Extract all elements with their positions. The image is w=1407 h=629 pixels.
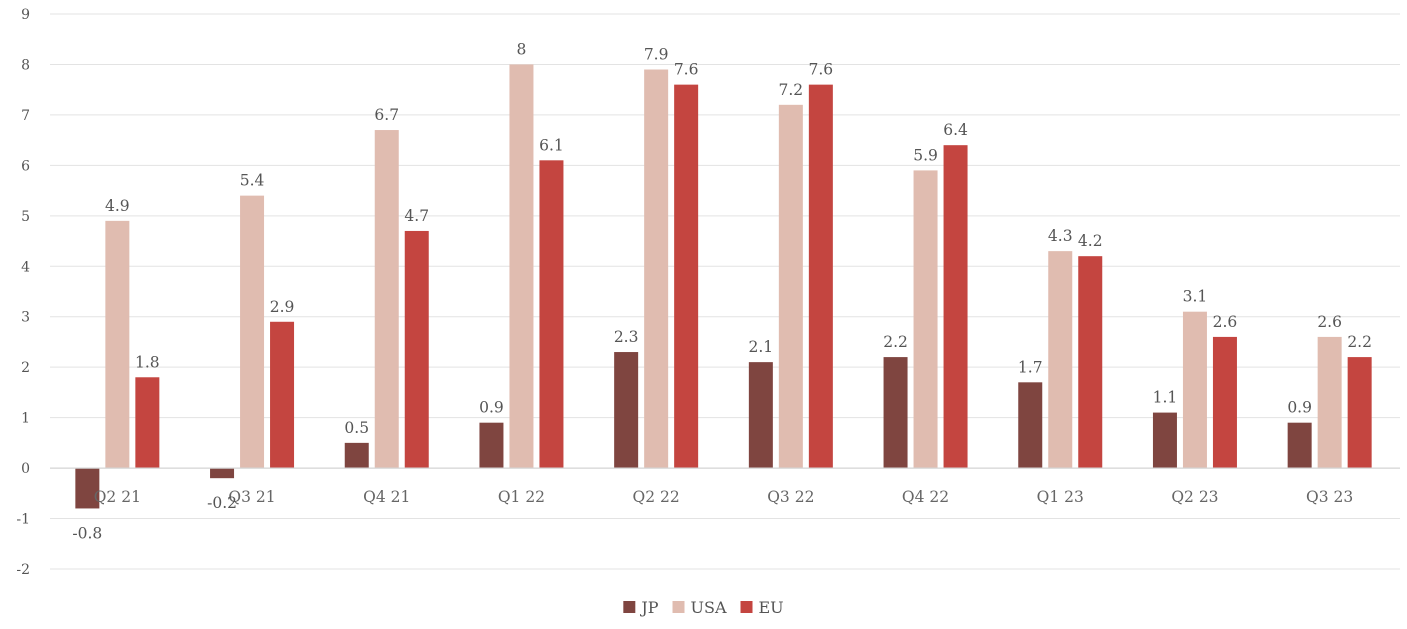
x-category-label: Q1 23 [1037,488,1084,506]
legend-swatch-jp [623,601,636,613]
data-label-usa: 7.9 [644,46,669,64]
bar-eu [943,145,968,469]
data-label-jp: 2.2 [883,333,908,351]
bar-usa [778,104,803,469]
x-category-label: Q3 22 [767,488,814,506]
x-category-label: Q4 22 [902,488,949,506]
bar-eu [404,230,429,469]
bar-eu [808,84,833,469]
bar-jp [344,442,369,469]
bar-usa [240,195,265,469]
bars [75,64,1372,509]
data-label-usa: 4.9 [105,197,130,215]
bar-jp [1287,422,1312,469]
bar-jp [1152,412,1177,469]
data-label-eu: 6.4 [943,121,968,139]
data-label-jp: 2.1 [749,338,774,356]
y-tick-label: 6 [21,158,30,174]
bar-usa [1317,336,1342,469]
x-category-label: Q3 21 [228,488,275,506]
bar-jp [614,352,639,469]
x-category-label: Q2 23 [1171,488,1218,506]
y-axis-ticks: -2 -1 0 1 2 3 4 5 6 7 8 9 [16,7,30,578]
legend-swatch-eu [740,601,753,613]
data-label-eu: 4.2 [1078,232,1103,250]
data-label-jp: -0.2 [207,494,237,512]
data-label-usa: 6.7 [374,106,399,124]
y-tick-label: 3 [21,310,30,326]
legend-label-eu: EU [759,598,784,617]
data-label-jp: 0.5 [344,419,369,437]
data-label-eu: 7.6 [809,61,834,79]
bar-jp [748,362,773,469]
x-axis-categories: Q2 21 Q3 21 Q4 21 Q1 22 Q2 22 Q3 22 Q4 22 Q1 23… [94,488,1354,506]
x-category-label: Q2 22 [633,488,680,506]
y-tick-label: 5 [21,209,30,225]
data-label-jp: 0.9 [1287,399,1312,417]
bar-eu [674,84,699,469]
y-tick-label: 2 [21,360,30,376]
y-tick-label: 9 [21,7,30,23]
bar-eu [1078,256,1103,469]
bar-jp [479,422,504,469]
bar-eu [1347,357,1372,469]
y-tick-label: -2 [16,562,30,578]
x-category-label: Q3 23 [1306,488,1353,506]
bar-eu [270,321,295,469]
data-label-usa: 2.6 [1317,313,1342,331]
data-label-jp: -0.8 [72,524,102,542]
y-tick-label: 1 [21,411,30,427]
y-tick-label: 0 [21,461,30,477]
data-label-usa: 5.9 [913,146,938,164]
legend: JP USA EU [623,598,784,617]
bar-usa [1048,251,1073,469]
data-label-usa: 8 [517,40,527,58]
data-label-jp: 0.9 [479,399,504,417]
x-category-label: Q4 21 [363,488,410,506]
data-label-jp: 1.7 [1018,358,1043,376]
data-label-eu: 6.1 [539,136,564,154]
bar-eu [539,160,564,469]
x-category-label: Q1 22 [498,488,545,506]
data-label-eu: 1.8 [135,353,160,371]
bar-usa [374,130,399,469]
legend-label-jp: JP [639,598,658,617]
data-label-eu: 2.2 [1347,333,1372,351]
bar-usa [509,64,534,469]
y-tick-label: -1 [16,512,30,528]
bar-jp [210,468,235,479]
bar-jp [75,468,100,509]
y-tick-label: 8 [21,57,30,73]
bar-eu [1212,336,1237,469]
bar-usa [1182,311,1207,469]
data-label-usa: 7.2 [779,81,804,99]
data-label-eu: 4.7 [404,207,429,225]
data-label-usa: 4.3 [1048,227,1073,245]
x-category-label: Q2 21 [94,488,141,506]
bar-jp [883,357,908,469]
data-label-usa: 5.4 [240,172,265,190]
bar-jp [1018,382,1043,469]
data-label-eu: 7.6 [674,61,699,79]
y-tick-label: 4 [21,259,30,275]
data-labels: -0.8 4.9 1.8 -0.2 5.4 2.9 0.5 6.7 4.7 0.9 8 6.1 2.3 7… [72,40,1372,542]
bar-usa [644,69,669,469]
data-label-eu: 2.6 [1213,313,1238,331]
legend-swatch-usa [672,601,685,613]
data-label-jp: 2.3 [614,328,639,346]
bar-usa [105,220,130,469]
legend-label-usa: USA [691,598,727,617]
data-label-usa: 3.1 [1183,288,1208,306]
data-label-eu: 2.9 [270,298,295,316]
bar-usa [913,170,938,469]
y-tick-label: 7 [21,108,30,124]
bar-eu [135,377,160,469]
data-label-jp: 1.1 [1153,389,1178,407]
